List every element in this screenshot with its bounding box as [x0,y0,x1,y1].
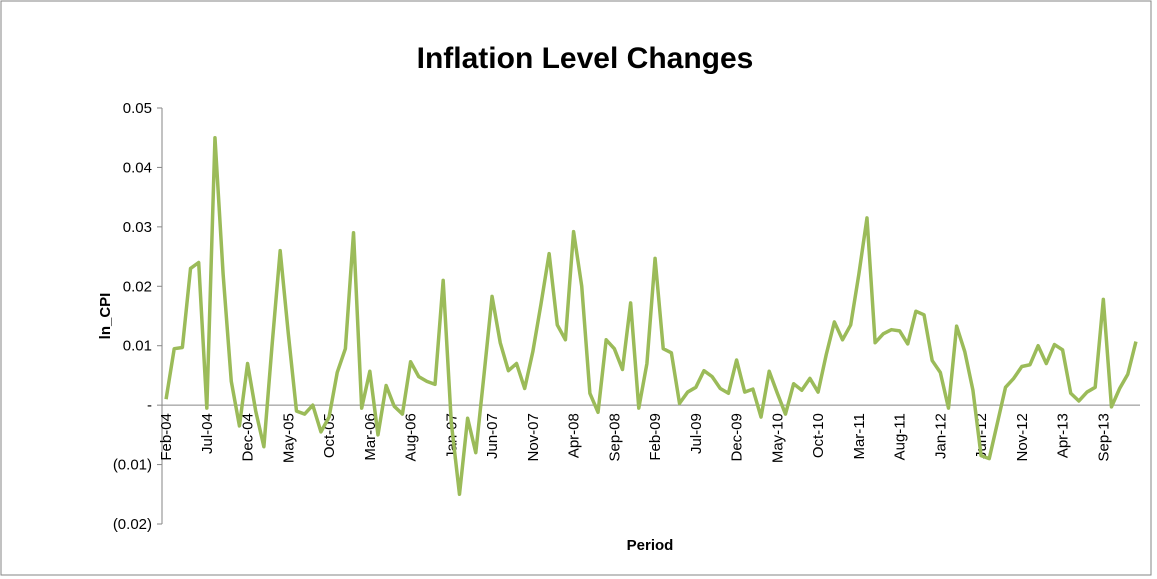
y-tick-label: 0.01 [123,338,152,355]
x-tick-label: Aug-11 [892,413,909,460]
x-tick-label: Apr-13 [1055,413,1072,458]
series-line [164,135,1138,497]
x-tick-label: Jul-09 [688,413,705,454]
y-tick-label: (0.01) [113,457,152,474]
x-tick-label: May-05 [280,413,297,463]
x-tick-label: Nov-07 [525,413,542,461]
x-tick-label: Jun-07 [484,413,501,459]
x-tick-label: Jul-04 [199,413,216,454]
y-tick-label: 0.05 [123,100,152,117]
x-tick-label: Dec-04 [240,413,257,461]
chart-title: Inflation Level Changes [417,42,754,75]
x-tick-label: Dec-09 [729,413,746,461]
x-tick-label: Aug-06 [403,413,420,461]
x-tick-label: Apr-08 [566,413,583,458]
y-tick-label: 0.02 [123,278,152,295]
x-axis-label: Period [627,537,674,554]
x-tick-label: Mar-06 [362,413,379,461]
x-tick-label: Jan-12 [932,413,949,459]
y-tick-label: 0.03 [123,219,152,236]
x-tick-label: Feb-04 [158,413,175,461]
y-tick-label: 0.04 [123,159,152,176]
x-tick-label: Sep-08 [606,413,623,461]
x-tick-label: May-10 [769,413,786,463]
x-tick-label: Sep-13 [1095,413,1112,461]
x-tick-label: Mar-11 [851,413,868,459]
x-tick-label: Oct-05 [321,413,338,458]
y-tick-label: (0.02) [113,516,152,533]
y-axis-label: ln_CPI [97,293,114,340]
x-tick-label: Nov-12 [1014,413,1031,461]
x-tick-label: Oct-10 [810,413,827,458]
x-tick-label: Feb-09 [647,413,664,461]
y-tick-label: - [147,397,152,414]
